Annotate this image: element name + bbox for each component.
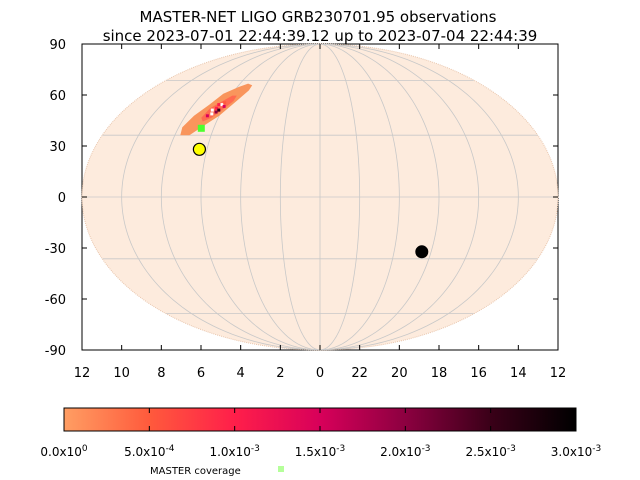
y-tick-label: -30	[45, 242, 66, 257]
probability-peak-point	[223, 101, 227, 105]
sun-marker	[192, 142, 206, 156]
y-tick-label: 30	[49, 140, 66, 155]
probability-peak-point	[215, 106, 219, 110]
y-tick-label: -60	[45, 293, 66, 308]
x-tick-label: 14	[510, 366, 527, 381]
y-tick-label: 90	[49, 38, 66, 53]
probability-peak-point	[205, 114, 209, 118]
moon-marker	[415, 245, 429, 259]
chart-subtitle: since 2023-07-01 22:44:39.12 up to 2023-…	[103, 27, 538, 45]
probability-peak-point	[217, 103, 221, 107]
colorbar-tick-label: 2.5x10-3	[465, 444, 515, 459]
probability-peak-point	[220, 103, 224, 107]
colorbar-tick-label: 5.0x10-4	[124, 444, 175, 459]
x-tick-label: 4	[237, 366, 245, 381]
probability-peak-point	[217, 108, 221, 112]
probability-region	[180, 83, 253, 136]
x-ticks: 12 10 8 6 4 2 0 22 20 18 16 14 12	[74, 44, 567, 381]
x-tick-label: 12	[74, 366, 91, 381]
y-ticks: 90 60 30 0 -30 -60 -90	[45, 38, 558, 359]
master-coverage-point	[197, 124, 205, 132]
probability-peak-point	[222, 104, 226, 108]
x-tick-label: 12	[550, 366, 567, 381]
probability-peak-point	[210, 108, 214, 112]
colorbar-tick-label: 2.0x10-3	[380, 444, 430, 459]
colorbar-tick-label: 1.0x10-3	[209, 444, 259, 459]
y-tick-label: 60	[49, 89, 66, 104]
colorbar-tick-label: 1.5x10-3	[295, 444, 345, 459]
x-tick-label: 16	[470, 366, 487, 381]
legend-label: MASTER coverage	[150, 466, 241, 477]
colorbar-ticks: 0.0x100 5.0x10-4 1.0x10-3 1.5x10-3 2.0x10-3 2…	[40, 408, 601, 459]
x-tick-label: 20	[391, 366, 408, 381]
x-tick-label: 10	[113, 366, 130, 381]
grid-lines	[82, 44, 558, 350]
y-tick-label: -90	[45, 344, 66, 359]
x-tick-label: 22	[351, 366, 368, 381]
y-tick-label: 0	[58, 191, 66, 206]
chart-title: MASTER-NET LIGO GRB230701.95 observation…	[140, 8, 497, 26]
legend: MASTER coverage	[150, 466, 284, 477]
x-tick-label: 6	[197, 366, 205, 381]
x-tick-label: 8	[157, 366, 165, 381]
probability-inner-region	[201, 95, 237, 122]
x-tick-label: 2	[276, 366, 284, 381]
probability-peak-point	[214, 110, 218, 114]
x-tick-label: 18	[431, 366, 448, 381]
colorbar: 0.0x100 5.0x10-4 1.0x10-3 1.5x10-3 2.0x10-3 2…	[40, 407, 601, 459]
markers	[192, 124, 429, 259]
colorbar-tick-label: 0.0x100	[40, 444, 87, 459]
legend-swatch	[278, 466, 284, 472]
x-tick-label: 0	[316, 366, 324, 381]
probability-peak-point	[210, 112, 214, 116]
colorbar-tick-label: 3.0x10-3	[551, 444, 601, 459]
